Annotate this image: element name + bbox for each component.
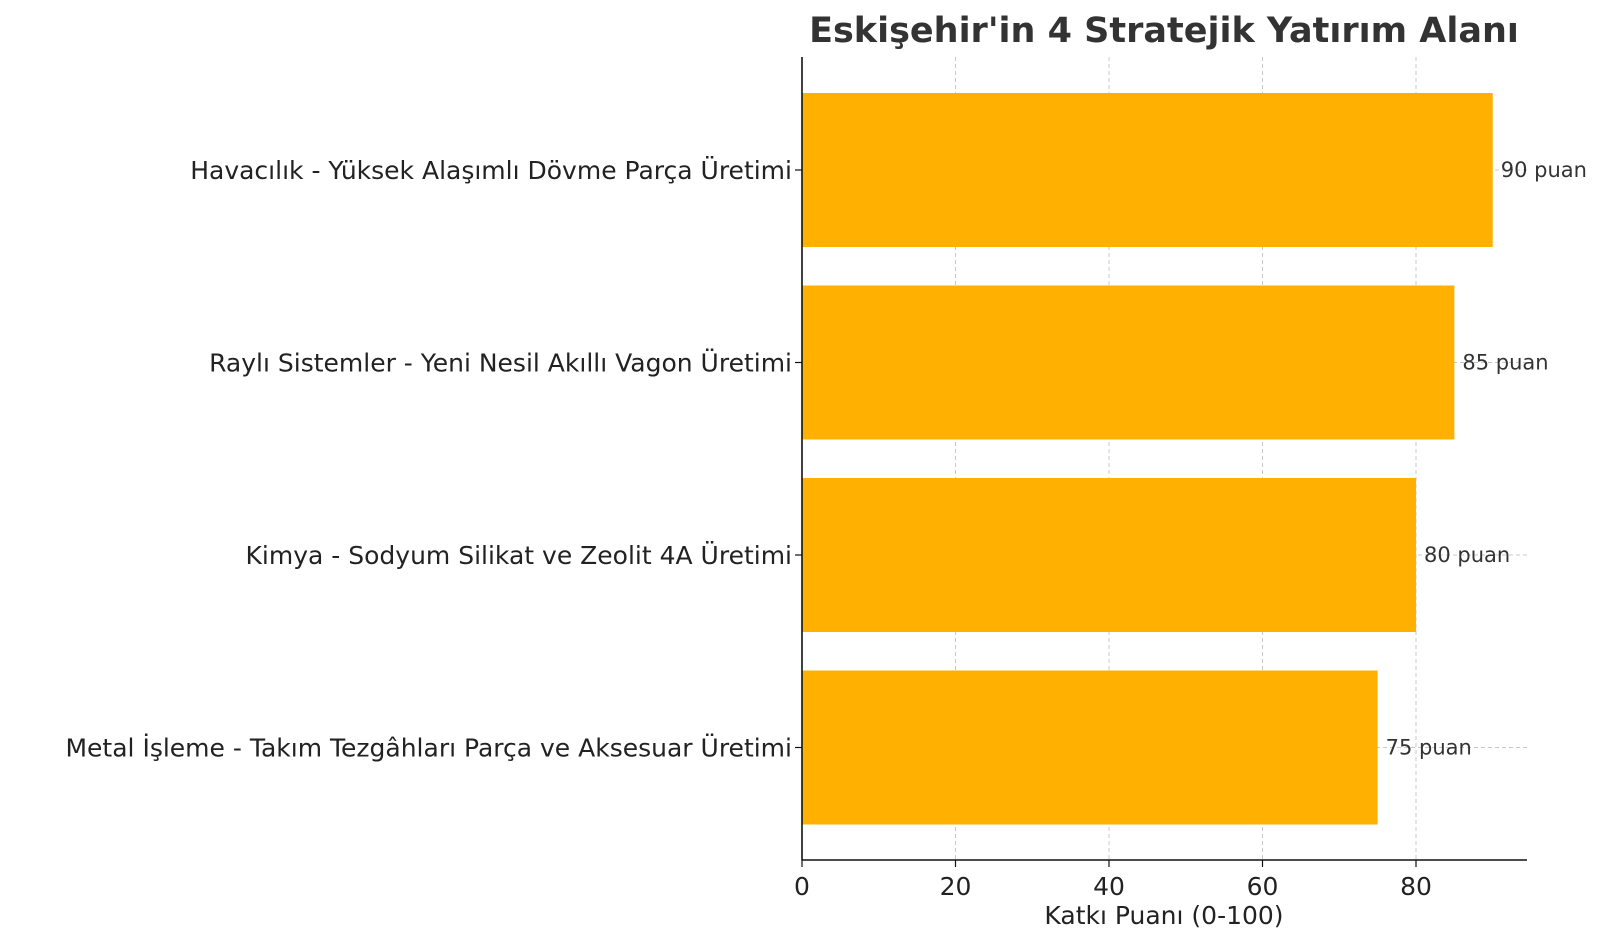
x-axis-title: Katkı Puanı (0-100) xyxy=(1044,901,1283,930)
category-label: Metal İşleme - Takım Tezgâhları Parça ve… xyxy=(65,734,792,763)
x-tick-label: 60 xyxy=(1247,872,1279,901)
x-tick-label: 40 xyxy=(1093,872,1125,901)
data-label: 75 puan xyxy=(1386,736,1472,760)
labels: Havacılık - Yüksek Alaşımlı Dövme Parça … xyxy=(65,156,1586,901)
category-label: Havacılık - Yüksek Alaşımlı Dövme Parça … xyxy=(190,156,792,185)
bar xyxy=(802,670,1378,825)
data-label: 90 puan xyxy=(1501,158,1587,182)
bars xyxy=(802,93,1493,825)
chart-title: Eskişehir'in 4 Stratejik Yatırım Alanı xyxy=(809,11,1519,51)
data-label: 80 puan xyxy=(1424,543,1510,567)
axes xyxy=(795,57,1527,867)
category-label: Kimya - Sodyum Silikat ve Zeolit 4A Üret… xyxy=(246,541,792,570)
bar xyxy=(802,93,1493,247)
bar xyxy=(802,478,1416,632)
x-tick-label: 20 xyxy=(940,872,972,901)
x-tick-label: 0 xyxy=(794,872,810,901)
data-label: 85 puan xyxy=(1462,351,1548,375)
x-tick-label: 80 xyxy=(1400,872,1432,901)
bar xyxy=(802,285,1455,440)
category-label: Raylı Sistemler - Yeni Nesil Akıllı Vago… xyxy=(209,349,792,378)
